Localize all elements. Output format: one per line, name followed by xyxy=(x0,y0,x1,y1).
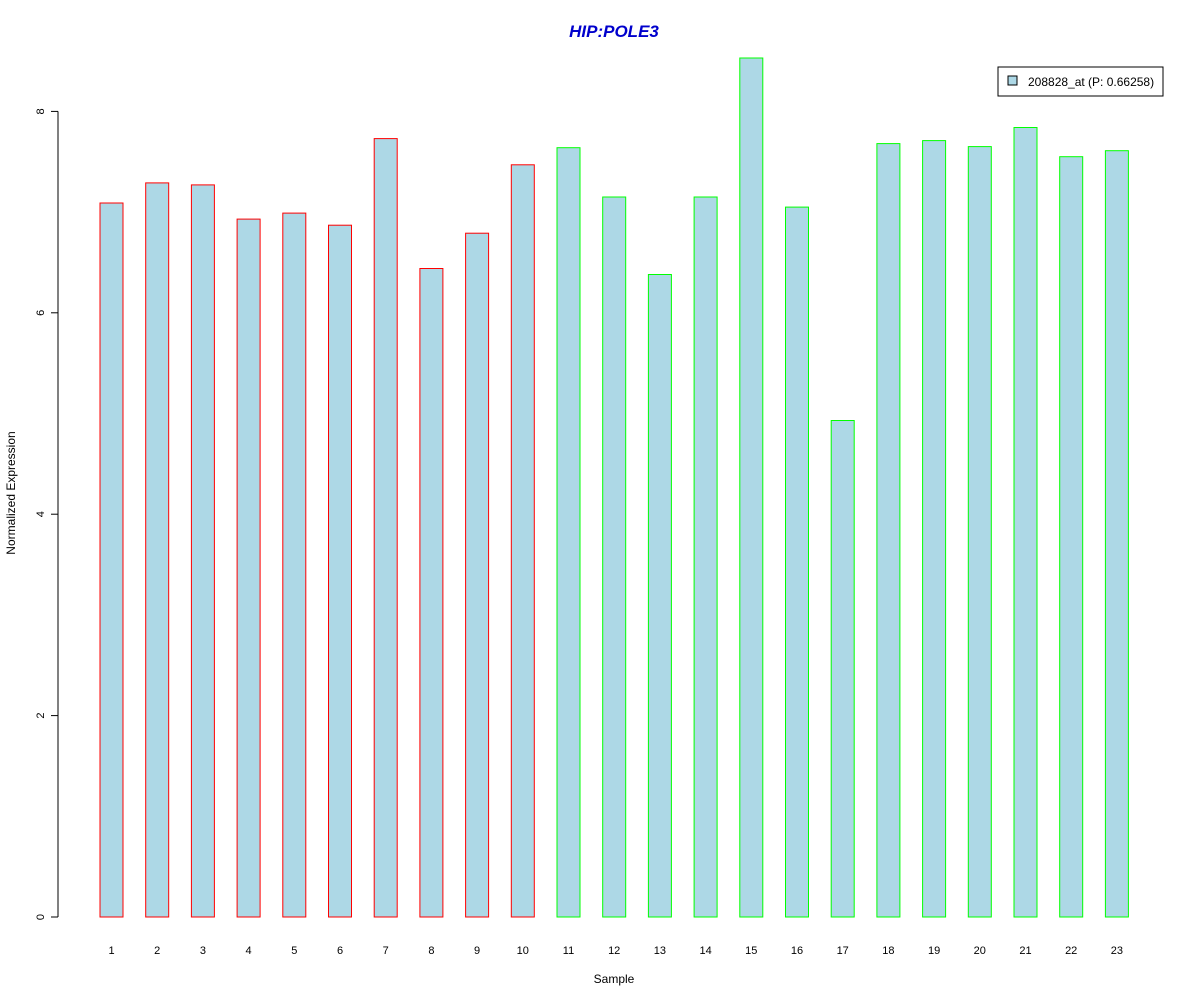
x-tick-label: 12 xyxy=(608,945,620,957)
bar-sample-21 xyxy=(1013,127,1038,918)
x-axis-label: Sample xyxy=(594,972,635,986)
bar-sample-18 xyxy=(876,143,901,918)
bar-sample-11 xyxy=(556,147,581,918)
bar-sample-1 xyxy=(99,202,124,918)
x-tick-label: 9 xyxy=(474,945,480,957)
x-tick-label: 10 xyxy=(517,945,529,957)
bar-sample-23 xyxy=(1104,150,1129,918)
x-tick-label: 8 xyxy=(428,945,434,957)
x-tick-label: 2 xyxy=(154,945,160,957)
bar-sample-19 xyxy=(922,140,947,918)
bar-sample-14 xyxy=(693,196,718,918)
bar-sample-16 xyxy=(785,206,809,918)
y-axis: 0 2 4 6 8 xyxy=(35,108,59,920)
x-tick-label: 21 xyxy=(1019,945,1031,957)
x-tick-label: 3 xyxy=(200,945,206,957)
chart-title: HIP:POLE3 xyxy=(569,22,659,41)
bar-sample-4 xyxy=(236,218,261,918)
bar-sample-5 xyxy=(282,212,307,918)
x-tick-label: 1 xyxy=(108,945,114,957)
x-tick-label: 6 xyxy=(337,945,343,957)
y-tick-label: 6 xyxy=(35,310,47,316)
bar-sample-2 xyxy=(145,182,170,918)
x-tick-label: 14 xyxy=(699,945,711,957)
y-axis-label: Normalized Expression xyxy=(4,431,18,554)
x-tick-label: 19 xyxy=(928,945,940,957)
x-tick-label: 23 xyxy=(1111,945,1123,957)
bar-sample-15 xyxy=(739,57,764,918)
bar-sample-9 xyxy=(465,232,490,918)
bar-sample-10 xyxy=(510,164,535,918)
x-tick-label: 18 xyxy=(882,945,894,957)
legend-swatch xyxy=(1007,75,1018,86)
x-tick-labels: 1 2 3 4 5 6 7 8 9 10 11 12 13 14 15 16 17 18 19 20 21 22 23 xyxy=(108,945,1123,957)
legend-entry: 208828_at (P: 0.66258) xyxy=(1028,75,1154,89)
bar-sample-12 xyxy=(602,196,627,918)
bar-sample-6 xyxy=(328,224,352,918)
bar-sample-17 xyxy=(830,420,855,918)
x-tick-label: 15 xyxy=(745,945,757,957)
x-tick-label: 20 xyxy=(974,945,986,957)
x-tick-label: 16 xyxy=(791,945,803,957)
x-tick-label: 5 xyxy=(291,945,297,957)
x-tick-label: 4 xyxy=(246,945,252,957)
legend: 208828_at (P: 0.66258) xyxy=(997,66,1164,97)
x-tick-label: 7 xyxy=(383,945,389,957)
y-tick-label: 4 xyxy=(35,511,47,517)
bar-sample-13 xyxy=(647,274,672,918)
y-tick-label: 8 xyxy=(35,108,47,114)
bar-sample-3 xyxy=(190,184,215,918)
bar-sample-20 xyxy=(967,146,992,918)
x-tick-label: 11 xyxy=(563,945,574,957)
x-tick-label: 13 xyxy=(654,945,666,957)
y-tick-label: 0 xyxy=(35,914,47,920)
y-tick-label: 2 xyxy=(35,713,47,719)
bars xyxy=(99,57,1129,918)
x-tick-label: 17 xyxy=(837,945,849,957)
bar-sample-8 xyxy=(419,268,444,918)
bar-sample-7 xyxy=(373,138,398,918)
x-tick-label: 22 xyxy=(1065,945,1077,957)
legend-box xyxy=(997,66,1164,97)
bar-sample-22 xyxy=(1059,156,1084,918)
